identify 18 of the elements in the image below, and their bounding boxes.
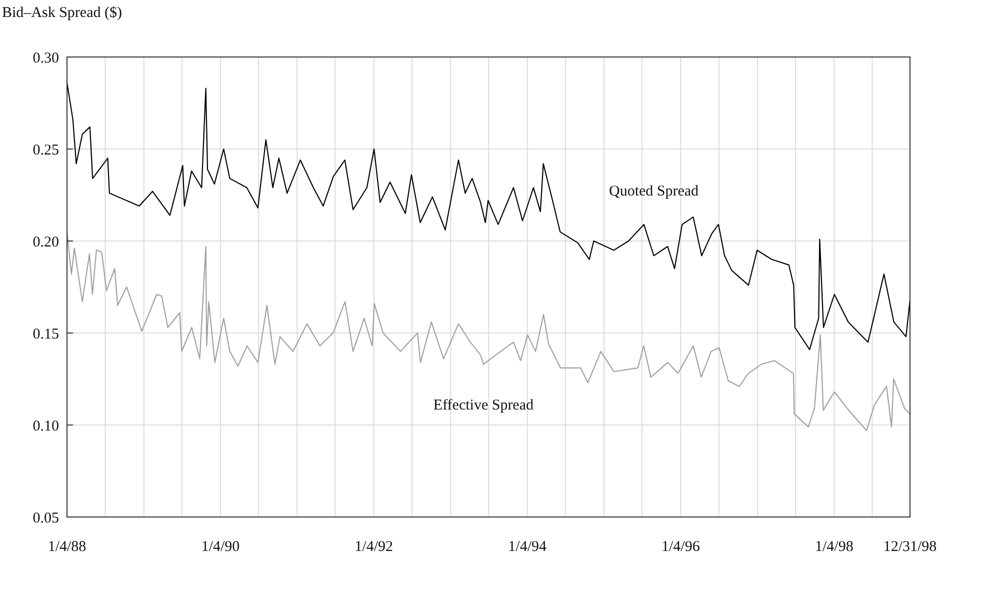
line-series (66, 231, 911, 432)
y-axis-title: Bid–Ask Spread ($) (2, 5, 122, 21)
x-tick-label: 12/31/98 (883, 539, 937, 555)
x-tick-label: 1/4/96 (661, 539, 700, 555)
line-series (66, 82, 911, 350)
y-tick-label: 0.05 (32, 510, 59, 526)
y-tick-label: 0.25 (32, 142, 59, 158)
x-tick-label: 1/4/94 (508, 539, 548, 555)
text: Effective Spread (433, 397, 534, 414)
y-tick-label: 0.30 (32, 50, 59, 66)
y-tick-label: 0.15 (32, 326, 59, 342)
y-tick-label: 0.10 (32, 418, 59, 434)
x-tick-label: 1/4/88 (48, 539, 86, 555)
series-label: Quoted Spread (609, 184, 700, 200)
y-tick-label: 0.20 (32, 234, 59, 250)
x-tick-label: 1/4/92 (354, 539, 394, 555)
x-tick-label: 1/4/90 (201, 539, 240, 555)
x-tick-label: 1/4/98 (815, 539, 854, 555)
